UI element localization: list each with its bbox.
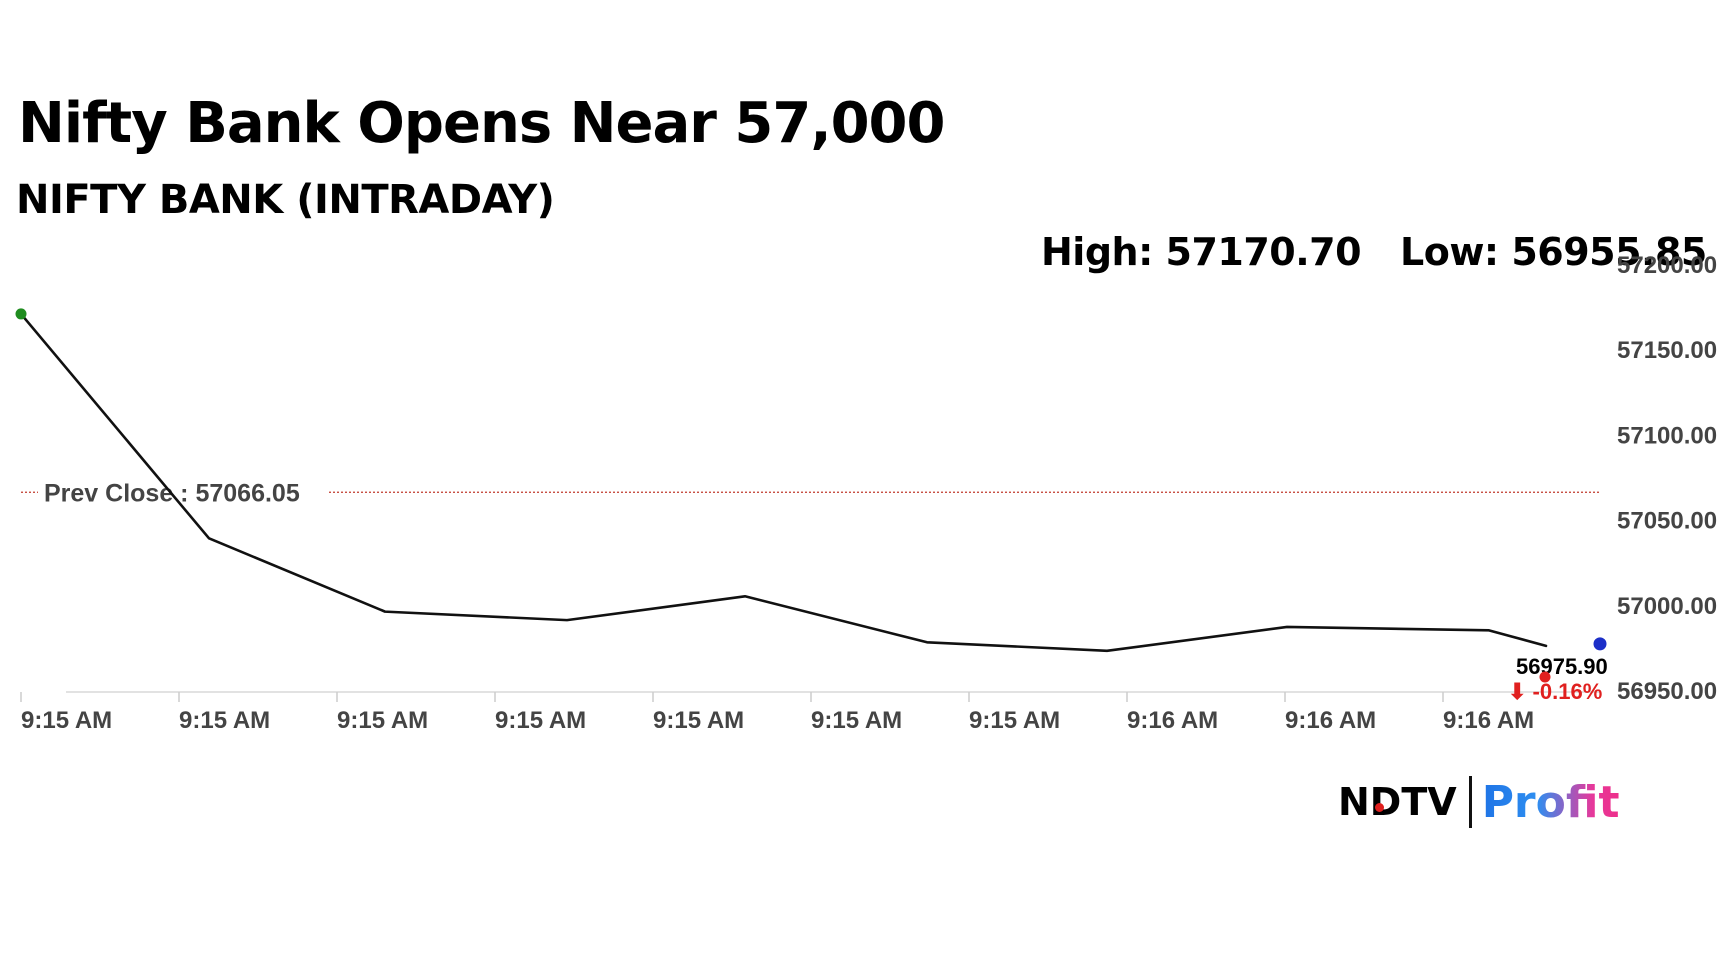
profit-wordmark: Profit [1481,776,1620,828]
ndtv-profit-logo: NDTV Profit [1338,772,1620,832]
x-tick-label: 9:15 AM [969,707,1060,734]
x-tick-label: 9:16 AM [1443,707,1534,734]
last-price-label: 56975.90 [1516,654,1608,679]
x-tick-label: 9:15 AM [21,707,112,734]
current-price-marker [1593,637,1607,651]
chart-headline: Nifty Bank Opens Near 57,000 [18,91,945,156]
chart-subtitle: NIFTY BANK (INTRADAY) [16,177,555,223]
x-tick-label: 9:15 AM [653,707,744,734]
x-tick-label: 9:15 AM [337,707,428,734]
low-price-marker [1539,671,1551,683]
open-price-marker [15,308,27,320]
ndtv-wordmark: NDTV [1338,780,1457,824]
prev-close-label-bg [38,474,328,509]
price-series-line [19,312,1548,653]
y-tick-label: 57150.00 [1617,337,1717,364]
ndtv-red-dot [1375,803,1384,812]
x-tick-label: 9:15 AM [811,707,902,734]
y-tick-label: 57200.00 [1617,252,1717,279]
y-tick-label: 57000.00 [1617,593,1717,620]
y-tick-label: 57050.00 [1617,508,1717,535]
day-low-stat: Low: 56955.85 [1400,230,1707,274]
logo-separator [1468,776,1472,828]
x-tick-label: 9:15 AM [179,707,270,734]
day-high-stat: High: 57170.70 [1041,230,1362,274]
x-tick-label: 9:15 AM [495,707,586,734]
x-tick-label: 9:16 AM [1285,707,1376,734]
change-percent-label: ⬇ -0.16% [1508,679,1602,704]
y-tick-label: 57100.00 [1617,422,1717,449]
y-tick-label: 56950.00 [1617,678,1717,705]
x-tick-label: 9:16 AM [1127,707,1218,734]
